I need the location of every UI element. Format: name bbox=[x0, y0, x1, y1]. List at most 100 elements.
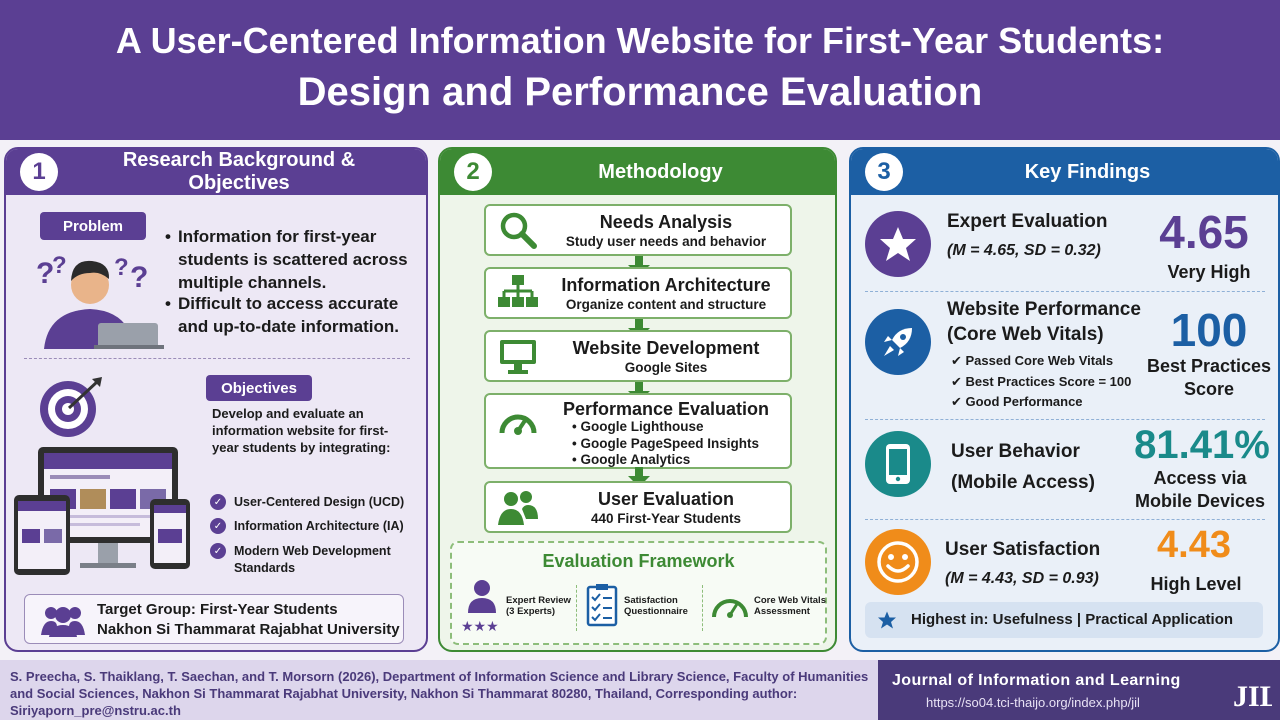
best-practices-score: 100 bbox=[1170, 304, 1248, 356]
user-satisfaction-stats: (M = 4.43, SD = 0.93) bbox=[945, 570, 1099, 587]
svg-text:?: ? bbox=[130, 261, 148, 294]
best-practices-label-line1: Best Practices bbox=[1146, 356, 1272, 376]
star-icon bbox=[878, 611, 896, 629]
satisfaction-score: 4.43 bbox=[1157, 524, 1231, 566]
check-icon: ✓ bbox=[210, 543, 226, 559]
poster-header: A User-Centered Information Website for … bbox=[0, 0, 1280, 140]
panel1-header: 1 Research Background & Objectives bbox=[6, 149, 426, 195]
divider bbox=[702, 585, 703, 631]
journal-footer: Journal of Information and Learning http… bbox=[878, 660, 1280, 720]
mobile-access-label-line2: Mobile Devices bbox=[1134, 491, 1266, 511]
arrow-down-icon bbox=[628, 256, 650, 276]
performance-tools-list: • Google Lighthouse • Google PageSpeed I… bbox=[572, 419, 759, 469]
svg-text:?: ? bbox=[114, 254, 129, 281]
expert-icon: ★★★ bbox=[461, 580, 499, 633]
divider bbox=[865, 291, 1265, 292]
divider bbox=[865, 419, 1265, 420]
target-group-line2: Nakhon Si Thammarat Rajabhat University bbox=[97, 621, 400, 638]
panel3-number: 3 bbox=[865, 153, 903, 191]
satisfaction-score-label: High Level bbox=[1150, 574, 1242, 594]
step-title: User Evaluation bbox=[597, 489, 735, 509]
poster-title-line1: A User-Centered Information Website for … bbox=[115, 20, 1165, 61]
framework-expert-review: ★★★ Expert Review (3 Experts) bbox=[458, 579, 572, 635]
performance-check-2: ✔ Best Practices Score = 100 bbox=[951, 374, 1132, 389]
framework-item-label: Satisfaction Questionnaire bbox=[624, 595, 688, 617]
users-icon bbox=[41, 607, 85, 637]
gauge-icon bbox=[712, 599, 748, 618]
step-desc: Study user needs and behavior bbox=[565, 234, 767, 249]
target-icon bbox=[40, 377, 102, 437]
panel2-header: 2 Methodology bbox=[440, 149, 835, 195]
target-group-box: Target Group: First-Year Students Nakhon… bbox=[24, 594, 404, 644]
svg-text:JIL: JIL bbox=[1233, 680, 1272, 713]
poster-title-line2: Design and Performance Evaluation bbox=[297, 70, 983, 114]
website-devices-illustration bbox=[14, 447, 190, 575]
journal-url[interactable]: https://so04.tci-thaijo.org/index.php/ji… bbox=[926, 695, 1140, 710]
user-satisfaction-title: User Satisfaction bbox=[945, 539, 1101, 560]
panel2-number: 2 bbox=[454, 153, 492, 191]
step-desc: Organize content and structure bbox=[565, 297, 767, 312]
framework-satisfaction: Satisfaction Questionnaire bbox=[584, 579, 698, 635]
citation-text: S. Preecha, S. Thaiklang, T. Saechan, an… bbox=[10, 669, 869, 718]
svg-text:?: ? bbox=[52, 252, 67, 279]
users-icon bbox=[498, 491, 538, 525]
journal-logo: JIL bbox=[1233, 680, 1272, 713]
expert-score-label: Very High bbox=[1167, 262, 1251, 282]
divider bbox=[576, 585, 577, 631]
arrow-down-icon bbox=[628, 319, 650, 339]
citation-footer: S. Preecha, S. Thaiklang, T. Saechan, an… bbox=[0, 660, 878, 720]
step-title: Needs Analysis bbox=[599, 212, 733, 232]
magnifier-icon bbox=[500, 212, 537, 249]
problem-item-2: • Difficult to access accurate and up-to-… bbox=[165, 294, 399, 336]
step-website-development: Website Development Google Sites bbox=[484, 330, 792, 382]
problem-tag: Problem bbox=[40, 212, 146, 240]
evaluation-framework: Evaluation Framework ★★★ Expert Review (… bbox=[450, 541, 827, 645]
performance-title-line1: Website Performance bbox=[947, 299, 1141, 320]
step-information-architecture: Information Architecture Organize conten… bbox=[484, 267, 792, 319]
framework-title: Evaluation Framework bbox=[542, 551, 735, 571]
panel3-title: Key Findings bbox=[1024, 160, 1151, 183]
expert-evaluation-title: Expert Evaluation bbox=[947, 211, 1108, 232]
target-group-line1: Target Group: First-Year Students bbox=[97, 601, 338, 618]
step-performance-evaluation: Performance Evaluation • Google Lighthou… bbox=[484, 393, 792, 469]
step-title: Information Architecture bbox=[561, 275, 771, 295]
mobile-access-percent: 81.41% bbox=[1134, 423, 1270, 467]
tool-lighthouse: • Google Lighthouse bbox=[572, 419, 704, 434]
highlight-text: Highest in: Usefulness | Practical Appli… bbox=[911, 611, 1234, 628]
framework-item-label: Expert Review (3 Experts) bbox=[506, 595, 571, 617]
svg-text:★★★: ★★★ bbox=[461, 619, 499, 633]
framework-core-web-vitals: Core Web Vitals Assessment bbox=[710, 579, 826, 635]
smiley-icon bbox=[865, 529, 931, 595]
gauge-icon bbox=[499, 414, 537, 435]
arrow-down-icon bbox=[628, 382, 650, 402]
star-icon bbox=[865, 211, 931, 277]
sitemap-icon bbox=[498, 275, 538, 307]
background-objectives-panel: 1 Research Background & Objectives Probl… bbox=[4, 147, 428, 652]
best-practices-label-line2: Score bbox=[1183, 379, 1235, 399]
expert-score: 4.65 bbox=[1159, 206, 1249, 258]
panel1-title: Research Background & Objectives bbox=[122, 149, 356, 194]
user-behavior-title: User Behavior bbox=[951, 441, 1080, 462]
smartphone-icon bbox=[865, 431, 931, 497]
performance-check-3: ✔ Good Performance bbox=[951, 394, 1083, 409]
methodology-panel: 2 Methodology Needs Analysis Study user … bbox=[438, 147, 837, 652]
step-needs-analysis: Needs Analysis Study user needs and beha… bbox=[484, 204, 792, 256]
panel1-number: 1 bbox=[20, 153, 58, 191]
objective-check-standards: ✓ Modern Web Development Standards bbox=[210, 543, 420, 577]
framework-item-label: Core Web Vitals Assessment bbox=[754, 595, 826, 617]
user-behavior-subtitle: (Mobile Access) bbox=[951, 472, 1095, 493]
check-icon: ✓ bbox=[210, 494, 226, 510]
divider bbox=[24, 358, 410, 359]
performance-title-line2: (Core Web Vitals) bbox=[947, 324, 1104, 345]
problem-item-1: • Information for first-year students is … bbox=[165, 227, 408, 292]
step-title: Performance Evaluation bbox=[562, 399, 770, 419]
highlight-box: Highest in: Usefulness | Practical Appli… bbox=[865, 602, 1263, 638]
arrow-down-icon bbox=[628, 467, 650, 487]
objective-check-ia: ✓ Information Architecture (IA) bbox=[210, 518, 404, 534]
mobile-access-label-line1: Access via bbox=[1153, 468, 1247, 488]
journal-name: Journal of Information and Learning bbox=[892, 672, 1181, 689]
rocket-icon bbox=[865, 309, 931, 375]
panel2-title: Methodology bbox=[598, 160, 723, 183]
step-user-evaluation: User Evaluation 440 First-Year Students bbox=[484, 481, 792, 533]
step-title: Website Development bbox=[572, 338, 760, 358]
